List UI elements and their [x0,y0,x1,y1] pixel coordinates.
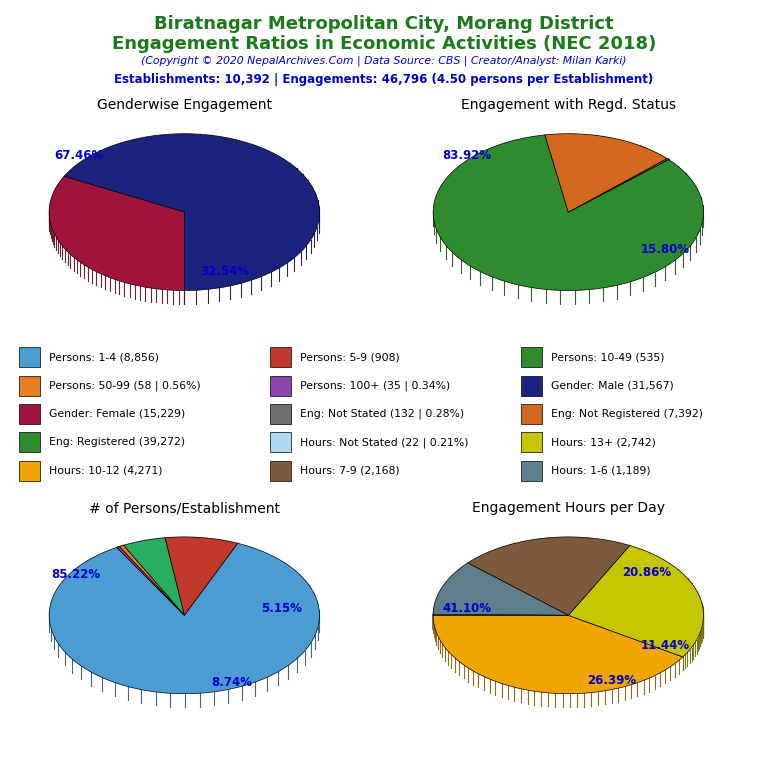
Polygon shape [64,134,319,290]
Polygon shape [433,563,568,615]
Text: Persons: 50-99 (58 | 0.56%): Persons: 50-99 (58 | 0.56%) [49,380,200,391]
Text: 67.46%: 67.46% [55,149,104,162]
FancyBboxPatch shape [19,461,40,481]
Title: # of Persons/Establishment: # of Persons/Establishment [89,502,280,515]
Text: Gender: Male (31,567): Gender: Male (31,567) [551,380,674,391]
FancyBboxPatch shape [521,376,541,396]
FancyBboxPatch shape [521,347,541,367]
Text: Persons: 100+ (35 | 0.34%): Persons: 100+ (35 | 0.34%) [300,380,450,391]
Polygon shape [545,134,667,212]
Text: (Copyright © 2020 NepalArchives.Com | Data Source: CBS | Creator/Analyst: Milan : (Copyright © 2020 NepalArchives.Com | Da… [141,55,627,66]
Text: 85.22%: 85.22% [51,568,101,581]
FancyBboxPatch shape [19,404,40,424]
Text: Persons: 1-4 (8,856): Persons: 1-4 (8,856) [49,352,159,362]
Text: Hours: 10-12 (4,271): Hours: 10-12 (4,271) [49,465,163,476]
FancyBboxPatch shape [19,347,40,367]
FancyBboxPatch shape [270,376,291,396]
Polygon shape [117,547,184,615]
Text: Eng: Registered (39,272): Eng: Registered (39,272) [49,437,185,448]
Text: 26.39%: 26.39% [587,674,636,687]
FancyBboxPatch shape [19,432,40,452]
Text: Eng: Not Registered (7,392): Eng: Not Registered (7,392) [551,409,703,419]
Text: Persons: 5-9 (908): Persons: 5-9 (908) [300,352,399,362]
Polygon shape [119,545,184,615]
FancyBboxPatch shape [270,432,291,452]
Text: Eng: Not Stated (132 | 0.28%): Eng: Not Stated (132 | 0.28%) [300,409,464,419]
Title: Engagement with Regd. Status: Engagement with Regd. Status [461,98,676,112]
Title: Genderwise Engagement: Genderwise Engagement [97,98,272,112]
Polygon shape [433,135,703,290]
Polygon shape [49,177,184,290]
Polygon shape [433,614,568,615]
Text: Persons: 10-49 (535): Persons: 10-49 (535) [551,352,664,362]
Polygon shape [468,537,630,615]
Text: 83.92%: 83.92% [442,149,492,162]
FancyBboxPatch shape [270,461,291,481]
Polygon shape [568,545,703,657]
Text: Establishments: 10,392 | Engagements: 46,796 (4.50 persons per Establishment): Establishments: 10,392 | Engagements: 46… [114,73,654,86]
Text: Hours: 1-6 (1,189): Hours: 1-6 (1,189) [551,465,650,476]
Polygon shape [568,158,669,212]
Polygon shape [124,538,184,615]
Text: Gender: Female (15,229): Gender: Female (15,229) [49,409,185,419]
Text: 32.54%: 32.54% [200,265,250,278]
Text: Hours: Not Stated (22 | 0.21%): Hours: Not Stated (22 | 0.21%) [300,437,468,448]
Text: Hours: 13+ (2,742): Hours: 13+ (2,742) [551,437,656,448]
Text: 20.86%: 20.86% [622,565,671,578]
Polygon shape [49,543,319,694]
FancyBboxPatch shape [521,404,541,424]
FancyBboxPatch shape [521,461,541,481]
FancyBboxPatch shape [270,347,291,367]
Text: 41.10%: 41.10% [442,602,492,615]
Text: 11.44%: 11.44% [641,638,690,651]
Polygon shape [165,537,237,615]
Text: 15.80%: 15.80% [641,243,690,257]
Text: 8.74%: 8.74% [211,677,252,690]
Text: Engagement Ratios in Economic Activities (NEC 2018): Engagement Ratios in Economic Activities… [112,35,656,52]
FancyBboxPatch shape [521,432,541,452]
FancyBboxPatch shape [19,376,40,396]
Polygon shape [433,615,683,694]
Title: Engagement Hours per Day: Engagement Hours per Day [472,502,665,515]
Text: Hours: 7-9 (2,168): Hours: 7-9 (2,168) [300,465,399,476]
FancyBboxPatch shape [270,404,291,424]
Text: 5.15%: 5.15% [261,602,302,615]
Text: Biratnagar Metropolitan City, Morang District: Biratnagar Metropolitan City, Morang Dis… [154,15,614,33]
